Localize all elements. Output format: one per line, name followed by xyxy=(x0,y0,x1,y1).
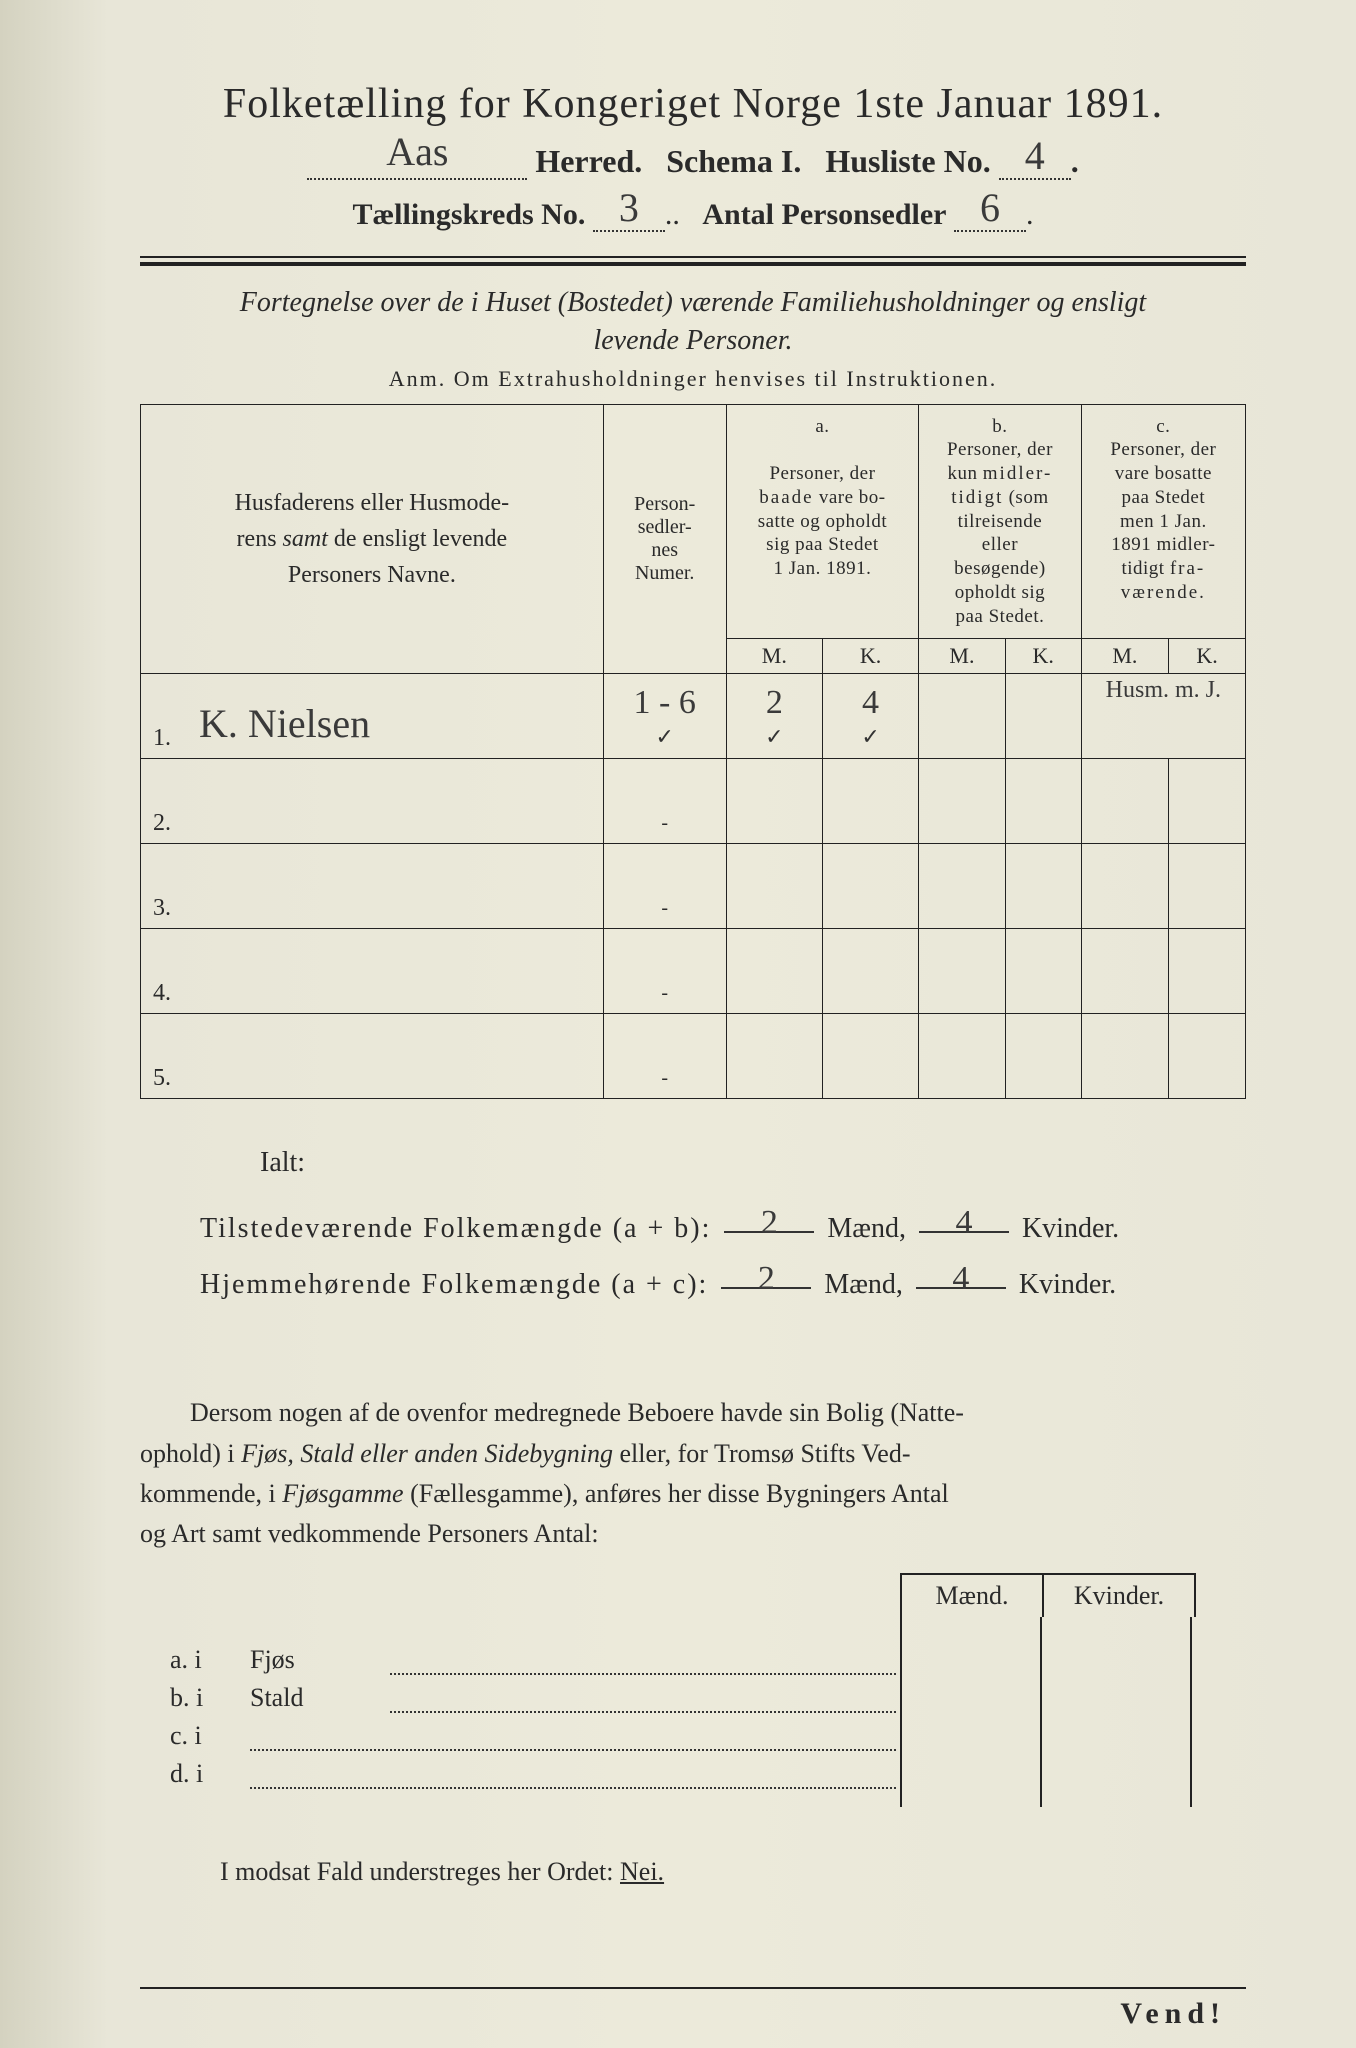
row-num: 5. xyxy=(141,1014,194,1099)
sub-row-b: b. i Stald xyxy=(140,1683,900,1713)
col-header-a: a.Personer, derbaade vare bo-satte og op… xyxy=(726,404,918,639)
sub-row-a: a. i Fjøs xyxy=(140,1645,900,1675)
col-header-name: Husfaderens eller Husmode-rens samt de e… xyxy=(141,404,604,674)
personsedler-value: 6 xyxy=(980,185,1000,230)
herred-label: Herred. xyxy=(535,143,642,179)
row-num: 3. xyxy=(141,844,194,929)
nei-word: Nei. xyxy=(620,1857,664,1886)
row-b-k xyxy=(1005,674,1081,759)
tot2-k: 4 xyxy=(916,1257,1006,1289)
row-name xyxy=(193,759,603,844)
row-num: 2. xyxy=(141,759,194,844)
census-form-page: Folketælling for Kongeriget Norge 1ste J… xyxy=(0,0,1356,2048)
tot1-m: 2 xyxy=(724,1201,814,1233)
mk-kvinder: Kvinder. xyxy=(1042,1573,1196,1617)
col-b-m: M. xyxy=(919,639,1006,674)
row-num: 1. xyxy=(141,674,194,759)
row-name: K. Nielsen xyxy=(193,674,603,759)
row-a-k: 4✓ xyxy=(822,674,918,759)
divider-thick xyxy=(140,262,1246,266)
col-header-num: Person-sedler-nesNumer. xyxy=(603,404,726,674)
mk-header: Mænd. Kvinder. xyxy=(900,1573,1246,1617)
herred-field: Aas xyxy=(307,138,527,180)
schema-label: Schema I. xyxy=(666,143,801,179)
vend-label: Vend! xyxy=(140,1987,1246,2031)
table-row: 2. - xyxy=(141,759,1246,844)
row-nums: - xyxy=(603,1014,726,1099)
col-c-m: M. xyxy=(1081,639,1168,674)
table-row: 5. - xyxy=(141,1014,1246,1099)
table-body: 1. K. Nielsen 1 - 6✓ 2✓ 4✓ Husm. m. J. 2… xyxy=(141,674,1246,1099)
mk-maend: Mænd. xyxy=(900,1573,1042,1617)
totals-line-1: Tilstedeværende Folkemængde (a + b): 2 M… xyxy=(200,1201,1246,1257)
row-num: 4. xyxy=(141,929,194,1014)
col-header-b: b.Personer, derkun midler-tidigt (somtil… xyxy=(919,404,1082,639)
header-line-2: Aas Herred. Schema I. Husliste No. 4. xyxy=(140,138,1246,180)
side-building-paragraph: Dersom nogen af de ovenfor medregnede Be… xyxy=(140,1393,1246,1554)
personsedler-field: 6 xyxy=(954,194,1026,232)
row-nums: - xyxy=(603,929,726,1014)
main-table: Husfaderens eller Husmode-rens samt de e… xyxy=(140,404,1246,1100)
kreds-label: Tællingskreds No. xyxy=(353,198,586,231)
totals-block: Ialt: Tilstedeværende Folkemængde (a + b… xyxy=(200,1135,1246,1313)
header-line-3: Tællingskreds No. 3.. Antal Personsedler… xyxy=(140,194,1246,232)
husliste-field: 4 xyxy=(999,142,1071,180)
anm-text: Anm. Om Extrahusholdninger henvises til … xyxy=(140,366,1246,392)
totals-line-2: Hjemmehørende Folkemængde (a + c): 2 Mæn… xyxy=(200,1257,1246,1313)
intro-line1: Fortegnelse over de i Huset (Bostedet) v… xyxy=(240,287,1146,318)
row-name xyxy=(193,1014,603,1099)
sublist-container: a. i Fjøs b. i Stald c. i d. i xyxy=(140,1617,1246,1807)
row-nums: - xyxy=(603,844,726,929)
ialt-label: Ialt: xyxy=(260,1135,1246,1191)
husliste-label: Husliste No. xyxy=(825,143,990,179)
intro-line2: levende Personer. xyxy=(593,325,792,356)
row-name xyxy=(193,844,603,929)
col-header-c: c.Personer, dervare bosattepaa Stedetmen… xyxy=(1081,404,1245,639)
row-a-m: 2✓ xyxy=(726,674,822,759)
tot2-m: 2 xyxy=(721,1257,811,1289)
row-nums: - xyxy=(603,759,726,844)
row-name xyxy=(193,929,603,1014)
col-b-k: K. xyxy=(1005,639,1081,674)
table-row: 4. - xyxy=(141,929,1246,1014)
tot1-k: 4 xyxy=(919,1201,1009,1233)
personsedler-label: Antal Personsedler xyxy=(702,198,946,231)
col-a-m: M. xyxy=(726,639,822,674)
page-title: Folketælling for Kongeriget Norge 1ste J… xyxy=(140,80,1246,128)
table-row: 1. K. Nielsen 1 - 6✓ 2✓ 4✓ Husm. m. J. xyxy=(141,674,1246,759)
kreds-value: 3 xyxy=(619,185,639,230)
intro-text: Fortegnelse over de i Huset (Bostedet) v… xyxy=(180,284,1206,360)
col-a-k: K. xyxy=(822,639,918,674)
col-c-k: K. xyxy=(1169,639,1246,674)
sub-row-c: c. i xyxy=(140,1721,900,1751)
kreds-field: 3 xyxy=(593,194,665,232)
table-row: 3. - xyxy=(141,844,1246,929)
divider-thin xyxy=(140,256,1246,258)
row-nums: 1 - 6✓ xyxy=(603,674,726,759)
herred-value: Aas xyxy=(386,129,448,174)
nei-line: I modsat Fald understreges her Ordet: Ne… xyxy=(140,1857,1246,1887)
row-c-note: Husm. m. J. xyxy=(1081,674,1245,759)
sub-row-d: d. i xyxy=(140,1759,900,1789)
row-b-m xyxy=(919,674,1006,759)
husliste-value: 4 xyxy=(1025,133,1045,178)
